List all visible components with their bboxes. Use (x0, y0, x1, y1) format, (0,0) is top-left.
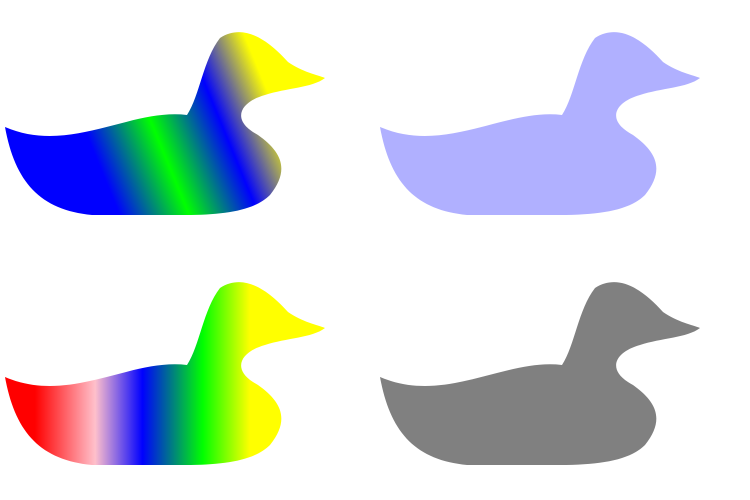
duck-1 (5, 32, 325, 215)
duck-2 (380, 32, 700, 215)
duck-4 (380, 282, 700, 465)
duck-3 (5, 282, 325, 465)
